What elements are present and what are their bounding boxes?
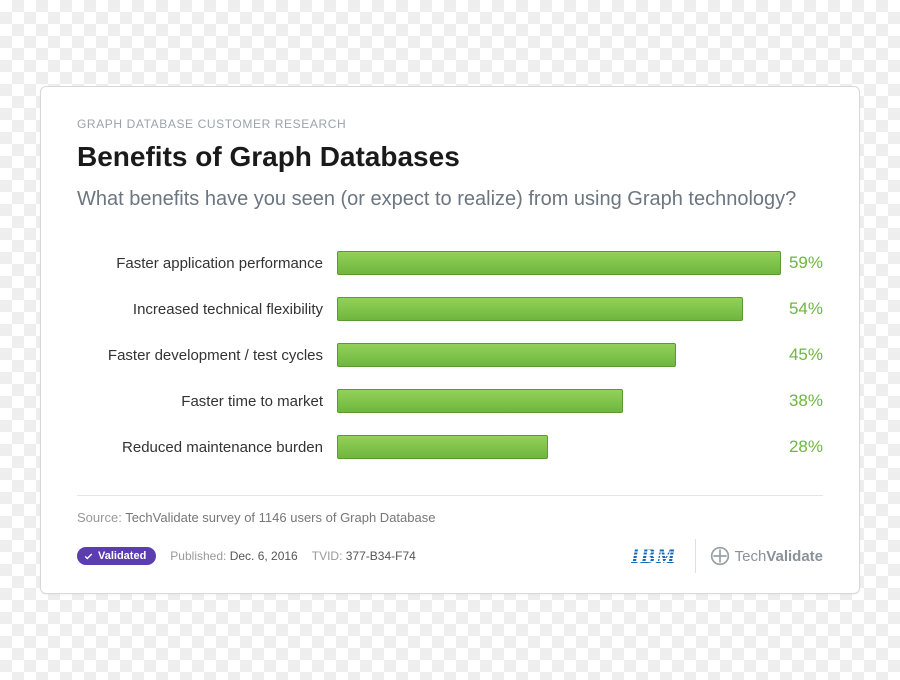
tvid-label: TVID: bbox=[312, 549, 343, 563]
badge-label: Validated bbox=[98, 550, 146, 562]
tv-logo-part1: Tech bbox=[735, 548, 767, 565]
bar-fill bbox=[337, 343, 676, 367]
published: Published: Dec. 6, 2016 bbox=[170, 549, 297, 563]
published-value: Dec. 6, 2016 bbox=[230, 549, 298, 563]
source-line: Source: TechValidate survey of 1146 user… bbox=[77, 510, 823, 525]
bar-row: Faster application performance 59% bbox=[77, 249, 823, 277]
bar-row: Faster development / test cycles 45% bbox=[77, 341, 823, 369]
subtitle-text: What benefits have you seen (or expect t… bbox=[77, 185, 823, 213]
bar-fill bbox=[337, 251, 781, 275]
bar-fill bbox=[337, 297, 743, 321]
bar-label: Reduced maintenance burden bbox=[77, 439, 337, 456]
bar-row: Increased technical flexibility 54% bbox=[77, 295, 823, 323]
ibm-logo: IBM bbox=[631, 543, 681, 569]
bar-label: Increased technical flexibility bbox=[77, 301, 337, 318]
techvalidate-icon bbox=[710, 546, 730, 566]
bar-value: 45% bbox=[789, 345, 823, 365]
tvid: TVID: 377-B34-F74 bbox=[312, 549, 416, 563]
bar-value: 38% bbox=[789, 391, 823, 411]
bar-row: Reduced maintenance burden 28% bbox=[77, 433, 823, 461]
eyebrow-text: GRAPH DATABASE CUSTOMER RESEARCH bbox=[77, 117, 823, 131]
tv-logo-part2: Validate bbox=[766, 548, 823, 565]
bar-track bbox=[337, 389, 781, 413]
bar-row: Faster time to market 38% bbox=[77, 387, 823, 415]
bar-track bbox=[337, 343, 781, 367]
bar-chart: Faster application performance 59% Increas… bbox=[77, 249, 823, 495]
bar-label: Faster application performance bbox=[77, 255, 337, 272]
bar-value: 59% bbox=[789, 253, 823, 273]
bar-track bbox=[337, 251, 781, 275]
bar-value: 28% bbox=[789, 437, 823, 457]
page-title: Benefits of Graph Databases bbox=[77, 141, 823, 173]
divider bbox=[77, 495, 823, 496]
bar-track bbox=[337, 297, 781, 321]
bar-label: Faster development / test cycles bbox=[77, 347, 337, 364]
bar-fill bbox=[337, 389, 623, 413]
published-label: Published: bbox=[170, 549, 226, 563]
source-text: TechValidate survey of 1146 users of Gra… bbox=[125, 510, 435, 525]
check-icon bbox=[83, 551, 94, 562]
source-prefix: Source: bbox=[77, 510, 122, 525]
tvid-value: 377-B34-F74 bbox=[346, 549, 416, 563]
validated-badge: Validated bbox=[77, 547, 156, 565]
logo-divider bbox=[695, 539, 696, 573]
bar-track bbox=[337, 435, 781, 459]
bar-label: Faster time to market bbox=[77, 393, 337, 410]
techvalidate-logo: TechValidate bbox=[710, 546, 823, 566]
research-card: GRAPH DATABASE CUSTOMER RESEARCH Benefit… bbox=[40, 86, 860, 594]
footer: Validated Published: Dec. 6, 2016 TVID: … bbox=[77, 539, 823, 573]
bar-fill bbox=[337, 435, 548, 459]
bar-value: 54% bbox=[789, 299, 823, 319]
